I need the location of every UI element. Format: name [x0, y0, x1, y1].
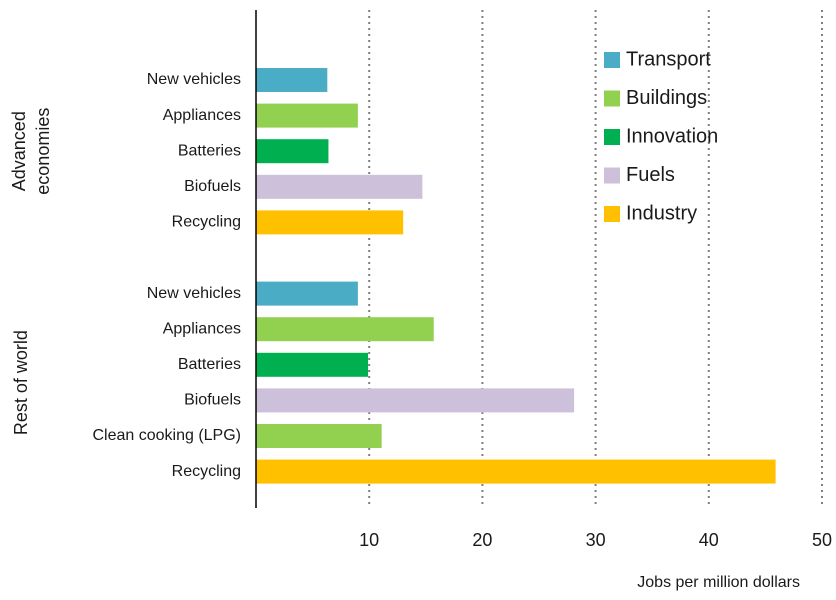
legend-swatch — [604, 167, 620, 184]
legend-swatch — [604, 129, 620, 145]
category-label: Batteries — [178, 356, 241, 373]
legend-swatch — [604, 52, 620, 68]
bar — [256, 139, 329, 164]
legend-label: Innovation — [626, 125, 718, 147]
category-label: New vehicles — [147, 285, 241, 302]
category-label: Clean cooking (LPG) — [92, 427, 241, 444]
category-label: Batteries — [178, 142, 241, 159]
bar — [256, 317, 434, 342]
bar — [256, 424, 382, 448]
category-label: Biofuels — [184, 392, 241, 409]
bar — [256, 388, 575, 413]
legend-label: Transport — [626, 48, 711, 70]
x-axis-title: Jobs per million dollars — [637, 574, 800, 591]
legend-swatch — [604, 206, 620, 222]
x-tick-label: 50 — [812, 530, 832, 550]
category-label: Recycling — [172, 214, 241, 231]
bar — [256, 281, 358, 306]
x-tick-label: 20 — [472, 530, 492, 550]
bar — [256, 103, 358, 128]
legend-label: Buildings — [626, 87, 707, 109]
bar — [256, 174, 423, 199]
legend-label: Fuels — [626, 164, 675, 186]
group-label: Rest of world — [11, 330, 31, 435]
bar — [256, 459, 776, 484]
x-tick-label: 10 — [359, 530, 379, 550]
category-label: Biofuels — [184, 178, 241, 195]
bar — [256, 210, 404, 235]
category-label: Recycling — [172, 463, 241, 480]
x-tick-label: 40 — [699, 530, 719, 550]
category-label: Appliances — [163, 107, 241, 124]
group-label: Advanced economies — [9, 108, 53, 195]
x-tick-label: 30 — [586, 530, 606, 550]
bar — [256, 68, 328, 92]
category-label: New vehicles — [147, 71, 241, 88]
legend-swatch — [604, 90, 620, 107]
category-label: Appliances — [163, 320, 241, 337]
legend-label: Industry — [626, 202, 697, 224]
bar — [256, 352, 369, 377]
